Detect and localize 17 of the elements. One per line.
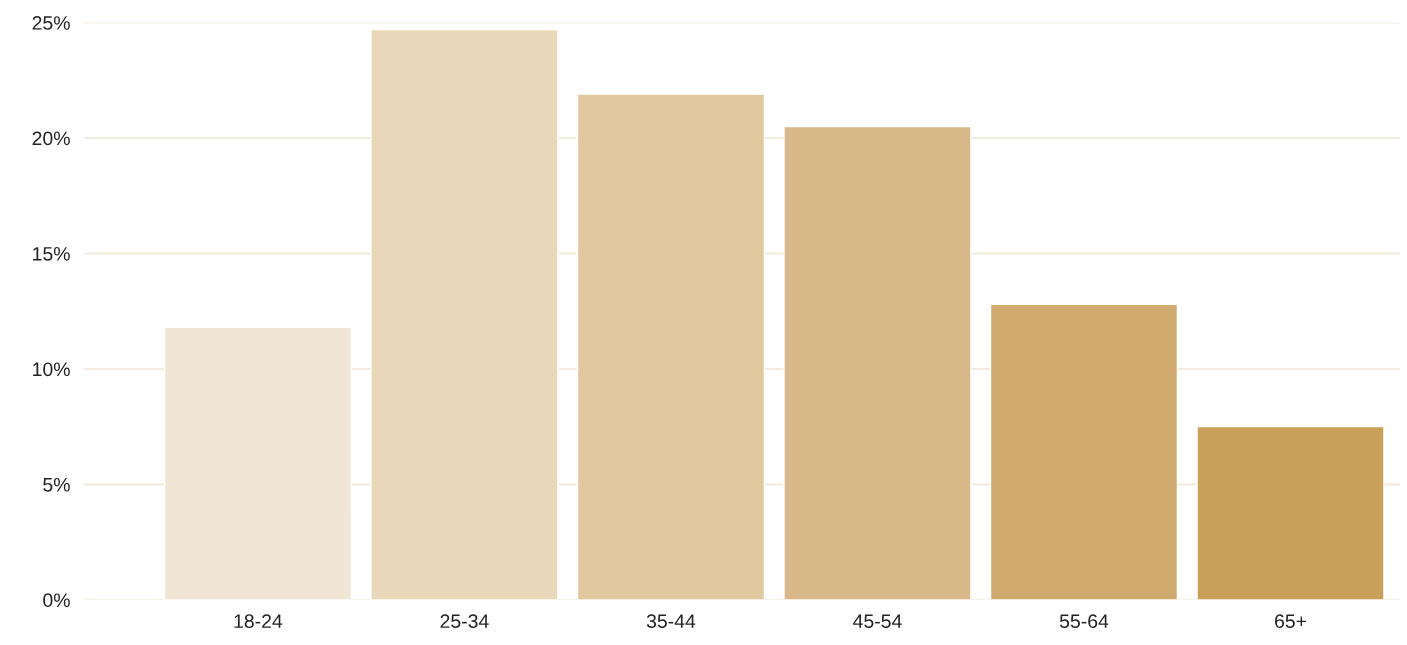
x-tick-label: 35-44 xyxy=(646,614,696,629)
y-tick-label: 20% xyxy=(32,131,70,146)
bar xyxy=(989,303,1179,600)
x-tick-label: 55-64 xyxy=(1059,614,1109,629)
x-tick-label: 65+ xyxy=(1275,614,1307,629)
bar xyxy=(576,93,766,600)
x-tick-label: 18-24 xyxy=(234,614,283,629)
bar xyxy=(1196,425,1385,600)
y-tick-label: 0% xyxy=(43,593,70,608)
y-tick-label: 5% xyxy=(43,477,70,492)
y-tick-label: 10% xyxy=(33,362,70,377)
bar xyxy=(783,125,972,600)
x-tick-label: 45-54 xyxy=(853,614,902,629)
x-tick-label: 25-34 xyxy=(440,614,489,629)
bar xyxy=(370,28,559,600)
y-tick-label: 25% xyxy=(32,16,70,30)
y-tick-label: 15% xyxy=(33,247,70,261)
